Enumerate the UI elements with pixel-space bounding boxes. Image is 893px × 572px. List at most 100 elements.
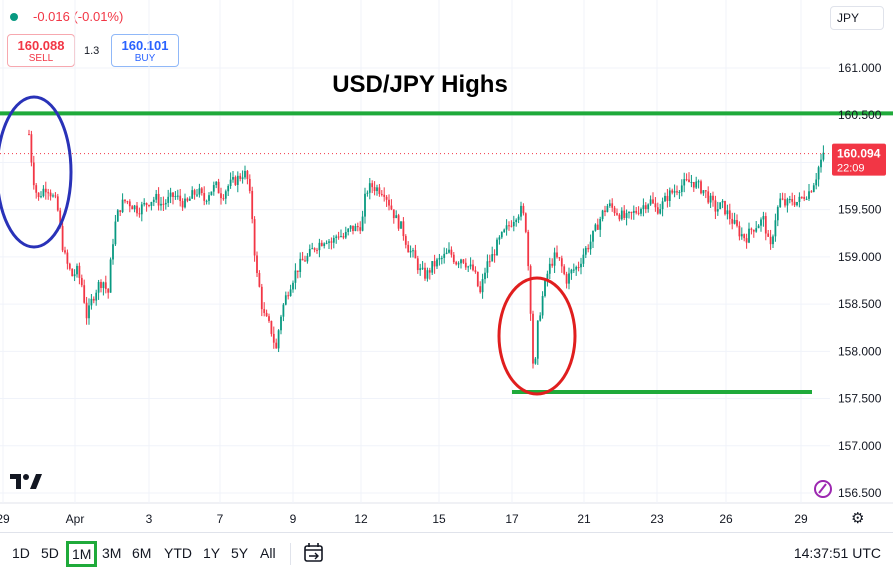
- candle-body: [76, 265, 78, 275]
- candle-body: [299, 258, 302, 272]
- range-1d[interactable]: 1D: [12, 545, 30, 561]
- candle-body: [366, 192, 369, 194]
- candle-body: [30, 134, 33, 163]
- candle-body: [380, 193, 383, 195]
- candle-body: [515, 219, 518, 223]
- candle-body: [174, 195, 177, 197]
- candle-body: [224, 191, 227, 199]
- candle-body: [524, 213, 527, 232]
- candle-body: [186, 198, 189, 201]
- price-tick-label: 157.000: [838, 439, 882, 453]
- date-range-icon[interactable]: [303, 542, 325, 564]
- candle-body: [116, 210, 119, 222]
- candle-body: [803, 196, 806, 199]
- price-change: -0.016 (-0.01%): [33, 9, 124, 24]
- candle-body: [697, 181, 700, 183]
- chart-title: USD/JPY Highs: [332, 71, 508, 98]
- candle-body: [308, 248, 311, 256]
- candle-body: [592, 230, 594, 242]
- candle-body: [678, 191, 681, 193]
- candle-body: [196, 194, 198, 196]
- candle-body: [378, 187, 381, 194]
- candle-body: [371, 183, 374, 188]
- range-1y[interactable]: 1Y: [203, 545, 221, 561]
- range-5y[interactable]: 5Y: [231, 545, 249, 561]
- candle-body: [349, 225, 352, 229]
- highlight-circle-left: [0, 95, 73, 249]
- candle-body: [733, 220, 736, 224]
- candle-body: [529, 266, 532, 314]
- time-tick-label: Apr: [66, 512, 85, 526]
- candle-body: [232, 177, 234, 180]
- sell-label: SELL: [28, 53, 54, 64]
- candle-body: [815, 179, 818, 186]
- candle-body: [40, 196, 42, 198]
- drawing-tool-icon[interactable]: [814, 480, 832, 498]
- price-tick-label: 159.500: [838, 203, 882, 217]
- candle-body: [544, 280, 546, 297]
- candle-body: [347, 228, 350, 232]
- range-ytd[interactable]: YTD: [164, 545, 192, 561]
- candle-body: [337, 236, 340, 238]
- candle-body: [817, 167, 820, 180]
- candle-body: [212, 185, 215, 192]
- candle-body: [325, 242, 328, 244]
- range-3m[interactable]: 3M: [102, 545, 122, 561]
- candle-body: [642, 205, 645, 210]
- candle-body: [448, 249, 450, 253]
- candle-body: [822, 152, 825, 160]
- candle-body: [580, 263, 582, 268]
- range-6m[interactable]: 6M: [132, 545, 152, 561]
- candle-body: [628, 212, 630, 214]
- candle-body: [656, 207, 659, 214]
- candle-timer-label: 22:09: [837, 163, 865, 175]
- candle-body: [306, 255, 309, 262]
- candle-body: [712, 195, 714, 201]
- candle-body: [685, 179, 688, 181]
- candle-body: [604, 210, 606, 213]
- candle-body: [277, 330, 280, 349]
- currency-selector[interactable]: JPY: [830, 6, 884, 30]
- candle-body: [37, 192, 40, 198]
- toolbar-separator: [290, 543, 291, 565]
- candle-body: [236, 175, 239, 185]
- chart-settings-icon[interactable]: ⚙: [851, 510, 865, 527]
- candle-body: [157, 193, 160, 206]
- range-5d[interactable]: 5D: [41, 545, 59, 561]
- candle-body: [721, 200, 724, 203]
- range-all[interactable]: All: [260, 545, 276, 561]
- candle-body: [762, 216, 765, 220]
- candle-body: [282, 304, 285, 317]
- candle-body: [632, 210, 635, 213]
- candle-body: [388, 199, 390, 206]
- candle-body: [160, 203, 162, 206]
- last-price-tag: [832, 143, 886, 176]
- candle-body: [292, 282, 294, 290]
- buy-label: BUY: [134, 53, 156, 64]
- candle-body: [56, 196, 59, 211]
- time-tick-label: 7: [217, 512, 224, 526]
- candle-body: [44, 188, 47, 193]
- candle-body: [575, 266, 578, 270]
- candle-body: [467, 266, 470, 268]
- candle-body: [280, 316, 282, 331]
- time-tick-label: 29: [0, 512, 10, 526]
- sell-price: 160.088: [17, 38, 65, 53]
- candle-body: [61, 226, 64, 251]
- candle-body: [421, 267, 424, 269]
- candle-body: [556, 252, 558, 258]
- candle-body: [191, 190, 194, 199]
- candle-body: [426, 270, 429, 279]
- candle-body: [536, 320, 539, 359]
- candle-body: [620, 210, 623, 220]
- buy-button[interactable]: 160.101 BUY: [111, 34, 179, 67]
- candle-body: [244, 170, 246, 178]
- price-chart[interactable]: 161.000160.500160.000159.500159.000158.5…: [0, 0, 893, 532]
- candle-body: [253, 219, 256, 256]
- candle-body: [546, 273, 549, 281]
- last-price-label: 160.094: [837, 147, 881, 161]
- candle-body: [808, 191, 810, 199]
- range-1m[interactable]: 1M: [66, 541, 98, 567]
- candle-body: [611, 203, 614, 208]
- candle-body: [193, 190, 196, 195]
